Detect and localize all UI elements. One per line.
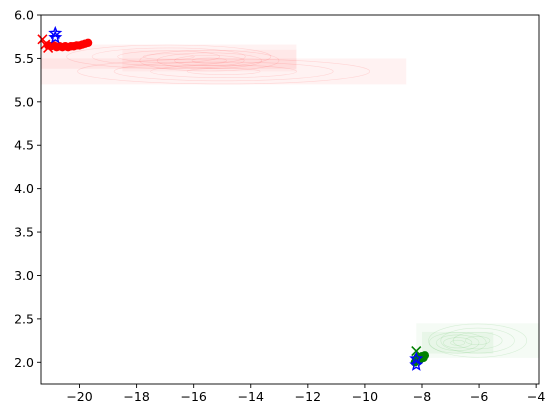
red-density-band-upper (41, 44, 297, 69)
red-density-core-contour (191, 57, 228, 64)
y-tick-label: 2.5 (14, 311, 34, 326)
red-density-band-upper-contour (117, 50, 221, 63)
green-density-band (416, 323, 539, 358)
red-density-band-lower-contour (113, 61, 334, 82)
red-density-band-lower-contour (186, 68, 261, 75)
y-axis: 2.0 2.5 3.0 3.5 4.0 4.5 5.0 5.5 6.0 (14, 8, 41, 370)
green-density-band-contour (428, 323, 528, 358)
y-tick-label: 3.0 (14, 268, 34, 283)
data-series (37, 25, 430, 371)
green-density-core-contour (450, 339, 466, 346)
red-x-markers (37, 34, 54, 54)
x-tick-label: −20 (66, 389, 92, 404)
x-tick-label: −4 (527, 389, 545, 404)
green-density-core-contour (443, 337, 473, 349)
red-density-band-upper-contour (142, 53, 195, 60)
y-tick-label: 5.5 (14, 51, 34, 66)
blue-star-markers-point (48, 25, 63, 40)
green-x-marker-point (411, 345, 422, 357)
red-x-markers-point (43, 42, 54, 54)
green-density-core-contour (435, 334, 480, 351)
red-x-markers-point (37, 34, 48, 45)
x-tick-label: −16 (180, 389, 206, 404)
red-density-core (122, 49, 297, 72)
green-density-core-contour (428, 332, 487, 354)
blue-star-markers (48, 25, 424, 371)
red-density-core-contour (156, 52, 262, 69)
x-tick-label: −18 (123, 389, 149, 404)
y-tick-label: 4.5 (14, 138, 34, 153)
red-trajectory (43, 38, 93, 52)
x-tick-label: −10 (352, 389, 378, 404)
x-tick-label: −14 (238, 389, 264, 404)
red-density-band-lower-contour (150, 64, 298, 78)
blue-star-markers-point (48, 30, 63, 44)
green-density-core (421, 331, 494, 354)
y-tick-label: 4.0 (14, 181, 34, 196)
blue-star-markers-point (409, 357, 424, 371)
y-tick-label: 2.0 (14, 355, 34, 370)
x-tick-label: −6 (470, 389, 488, 404)
green-x-marker (411, 345, 422, 357)
x-tick-label: −12 (295, 389, 321, 404)
red-density-band-lower-contour (77, 58, 371, 85)
red-density-core-contour (174, 55, 245, 67)
y-tick-label: 6.0 (14, 8, 34, 23)
plot-area-frame (40, 14, 540, 385)
green-trajectory-point (420, 351, 430, 360)
red-density-band-lower (41, 58, 407, 85)
red-density-band-upper-contour (91, 47, 246, 66)
red-density-core-contour (139, 49, 280, 72)
red-trajectory-point (83, 38, 93, 47)
x-tick-label: −8 (413, 389, 431, 404)
density-regions (41, 44, 539, 358)
green-density-band-contour (440, 327, 515, 354)
red-density-band-upper-contour (66, 44, 272, 69)
y-tick-label: 3.5 (14, 225, 34, 240)
green-density-band-contour (452, 331, 503, 350)
y-tick-label: 5.0 (14, 94, 34, 109)
x-axis: −20 −18 −16 −14 −12 −10 −8 −6 −4 (66, 384, 545, 404)
green-density-band-contour (465, 336, 491, 346)
